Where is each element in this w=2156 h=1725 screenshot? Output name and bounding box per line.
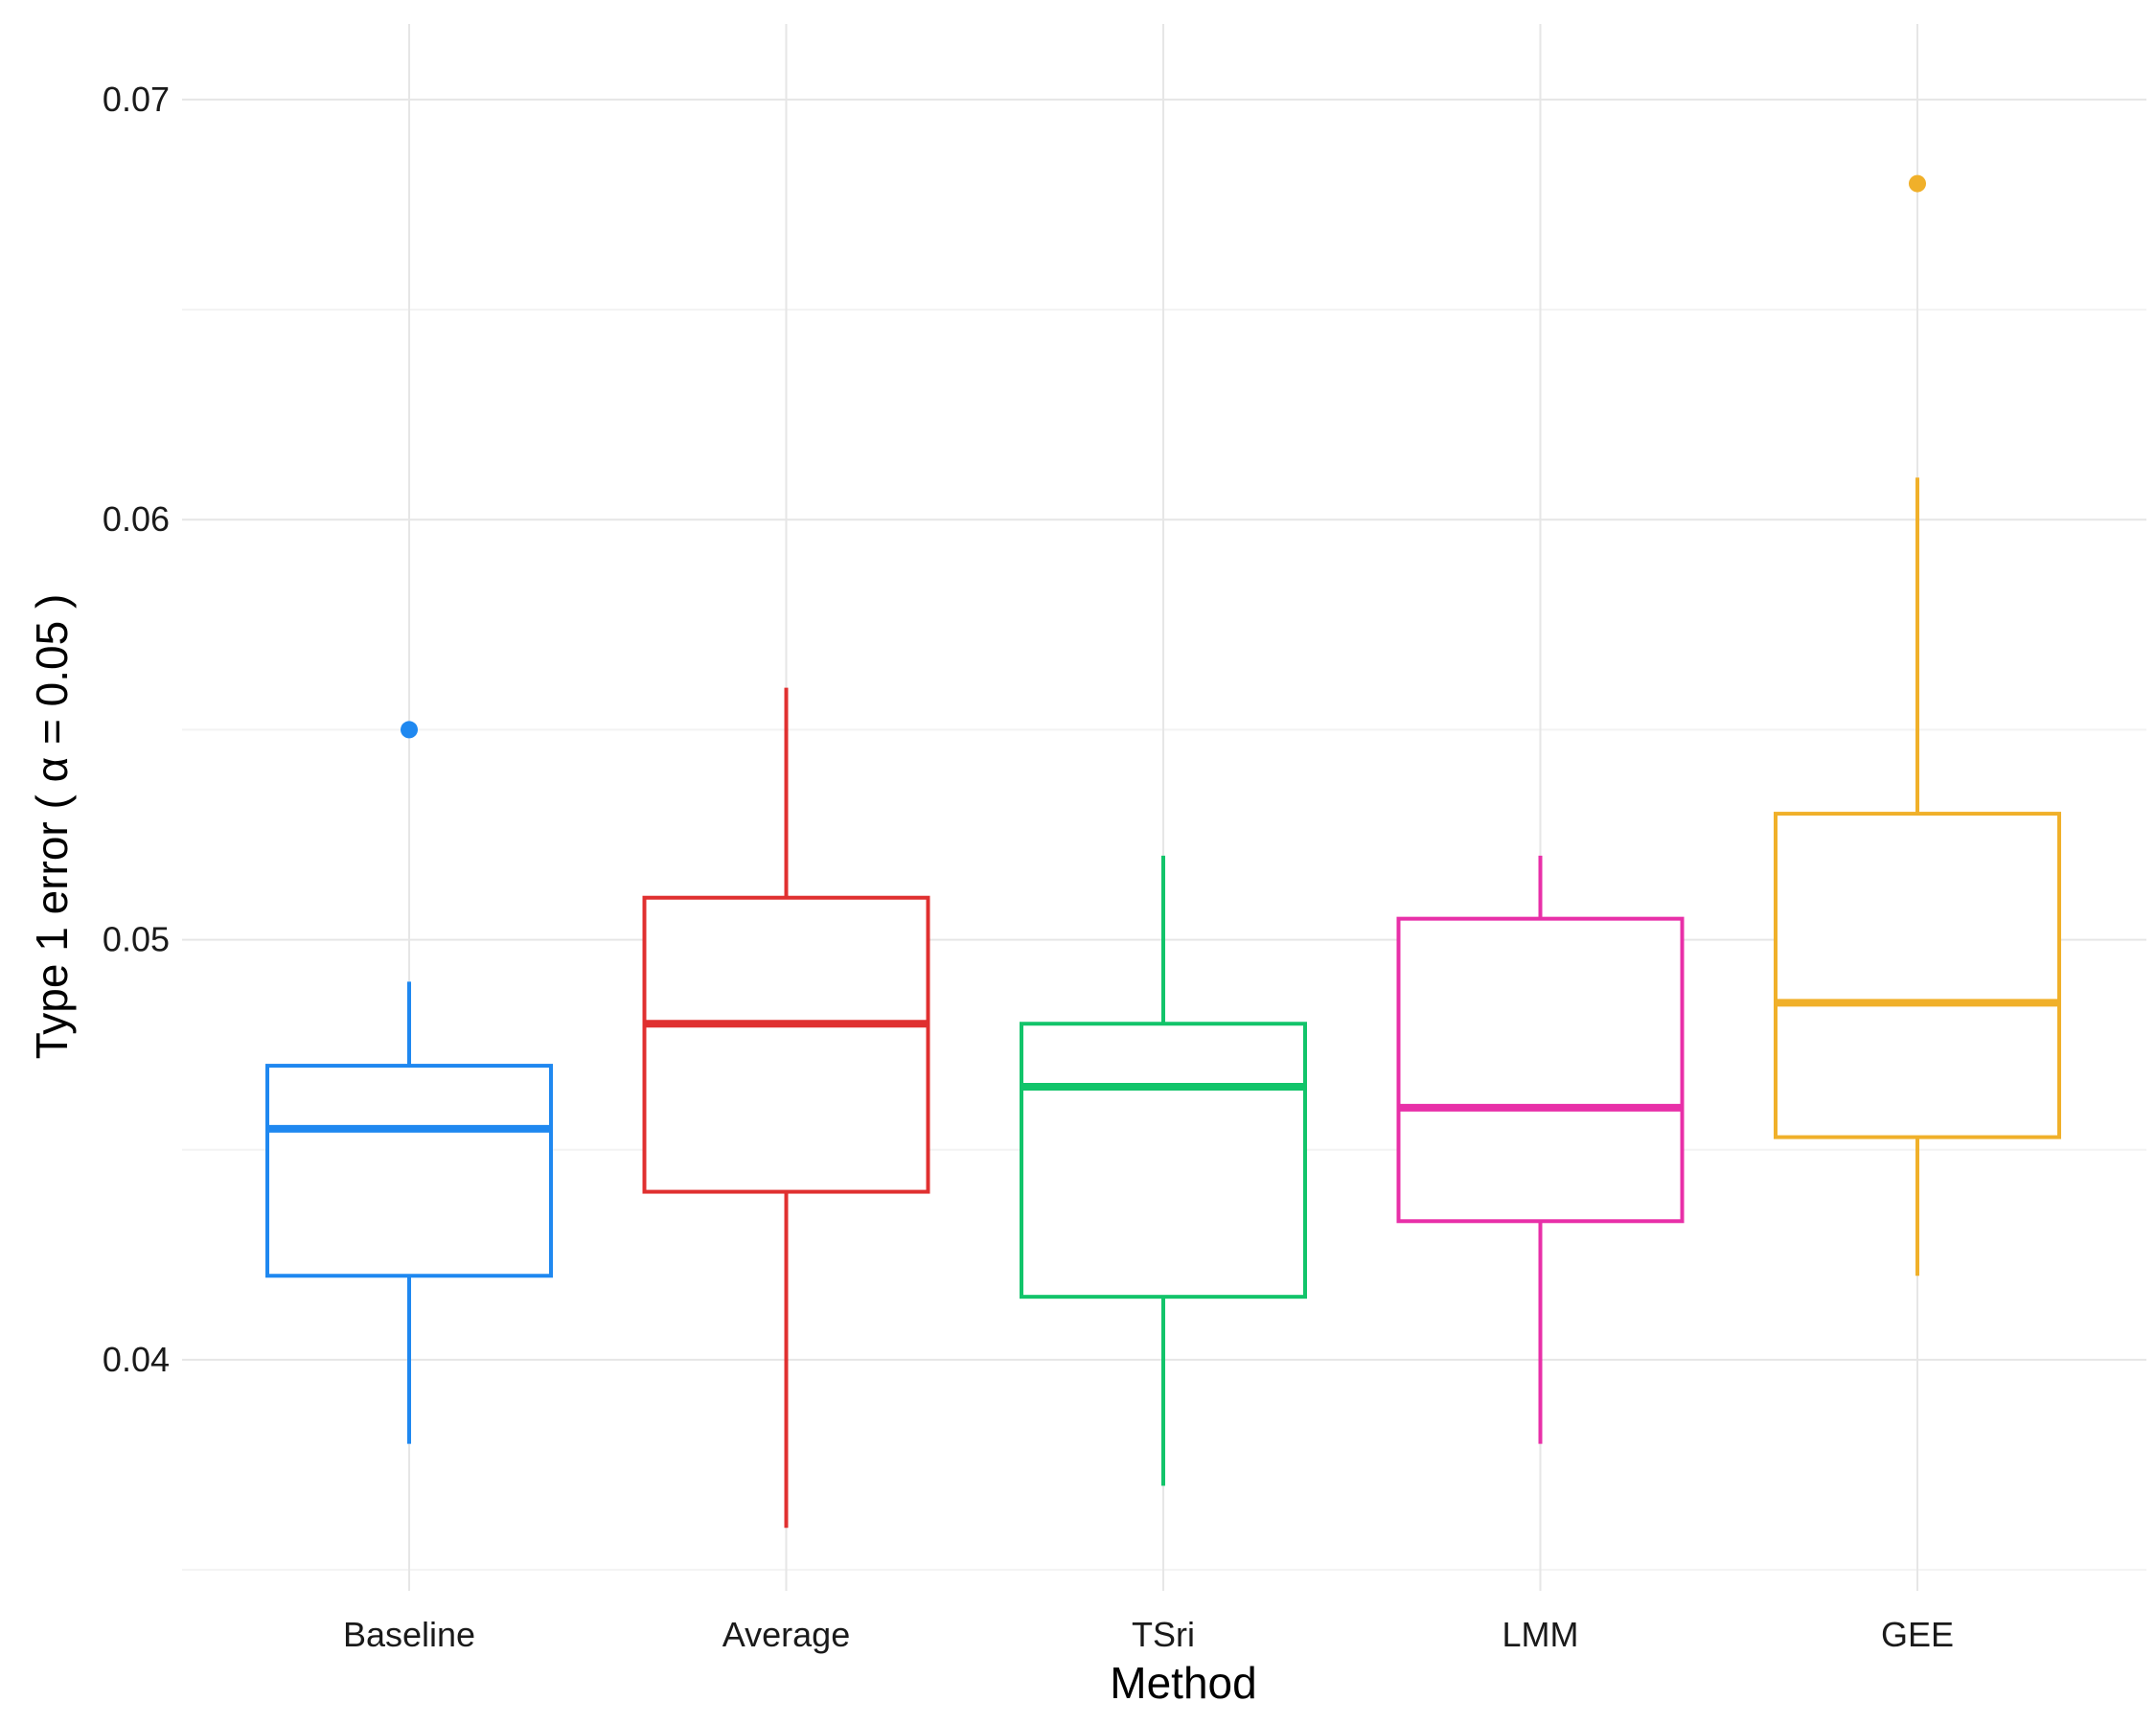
box-iqr	[1020, 1022, 1307, 1300]
box-iqr	[1396, 916, 1685, 1224]
x-axis-title: Method	[1110, 1658, 1256, 1708]
box-iqr	[1774, 812, 2061, 1139]
box-gee	[1774, 174, 2061, 1276]
box-average	[642, 687, 930, 1529]
x-tick-label: LMM	[1502, 1615, 1579, 1654]
y-axis-title: Type 1 error ( α = 0.05 )	[27, 594, 77, 1060]
y-axis-tick-labels: 0.04 0.05 0.06 0.07	[103, 80, 170, 1379]
box-iqr	[642, 895, 930, 1194]
y-tick-label: 0.07	[103, 80, 170, 119]
x-tick-label: Baseline	[343, 1615, 475, 1654]
box-baseline	[265, 721, 553, 1444]
x-axis-tick-labels: Baseline Average TSri LMM GEE	[343, 1615, 1954, 1654]
box-iqr	[265, 1064, 553, 1278]
x-tick-label: TSri	[1132, 1615, 1195, 1654]
box-lmm	[1396, 855, 1685, 1444]
outlier-point	[1909, 174, 1926, 193]
y-tick-label: 0.05	[103, 920, 170, 959]
outlier-point	[401, 721, 418, 739]
boxes	[265, 174, 2061, 1529]
box-tsri	[1020, 855, 1307, 1486]
x-tick-label: Average	[722, 1615, 850, 1654]
y-tick-label: 0.06	[103, 499, 170, 539]
y-tick-label: 0.04	[103, 1340, 170, 1379]
x-tick-label: GEE	[1881, 1615, 1954, 1654]
